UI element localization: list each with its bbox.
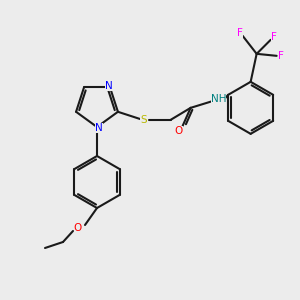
Text: O: O (74, 223, 82, 233)
Text: F: F (237, 28, 243, 38)
Text: F: F (271, 32, 277, 42)
Text: N: N (95, 123, 103, 133)
Text: F: F (278, 51, 284, 61)
Text: NH: NH (211, 94, 226, 104)
Text: N: N (105, 81, 113, 91)
Text: O: O (175, 126, 183, 136)
Text: S: S (140, 115, 147, 125)
